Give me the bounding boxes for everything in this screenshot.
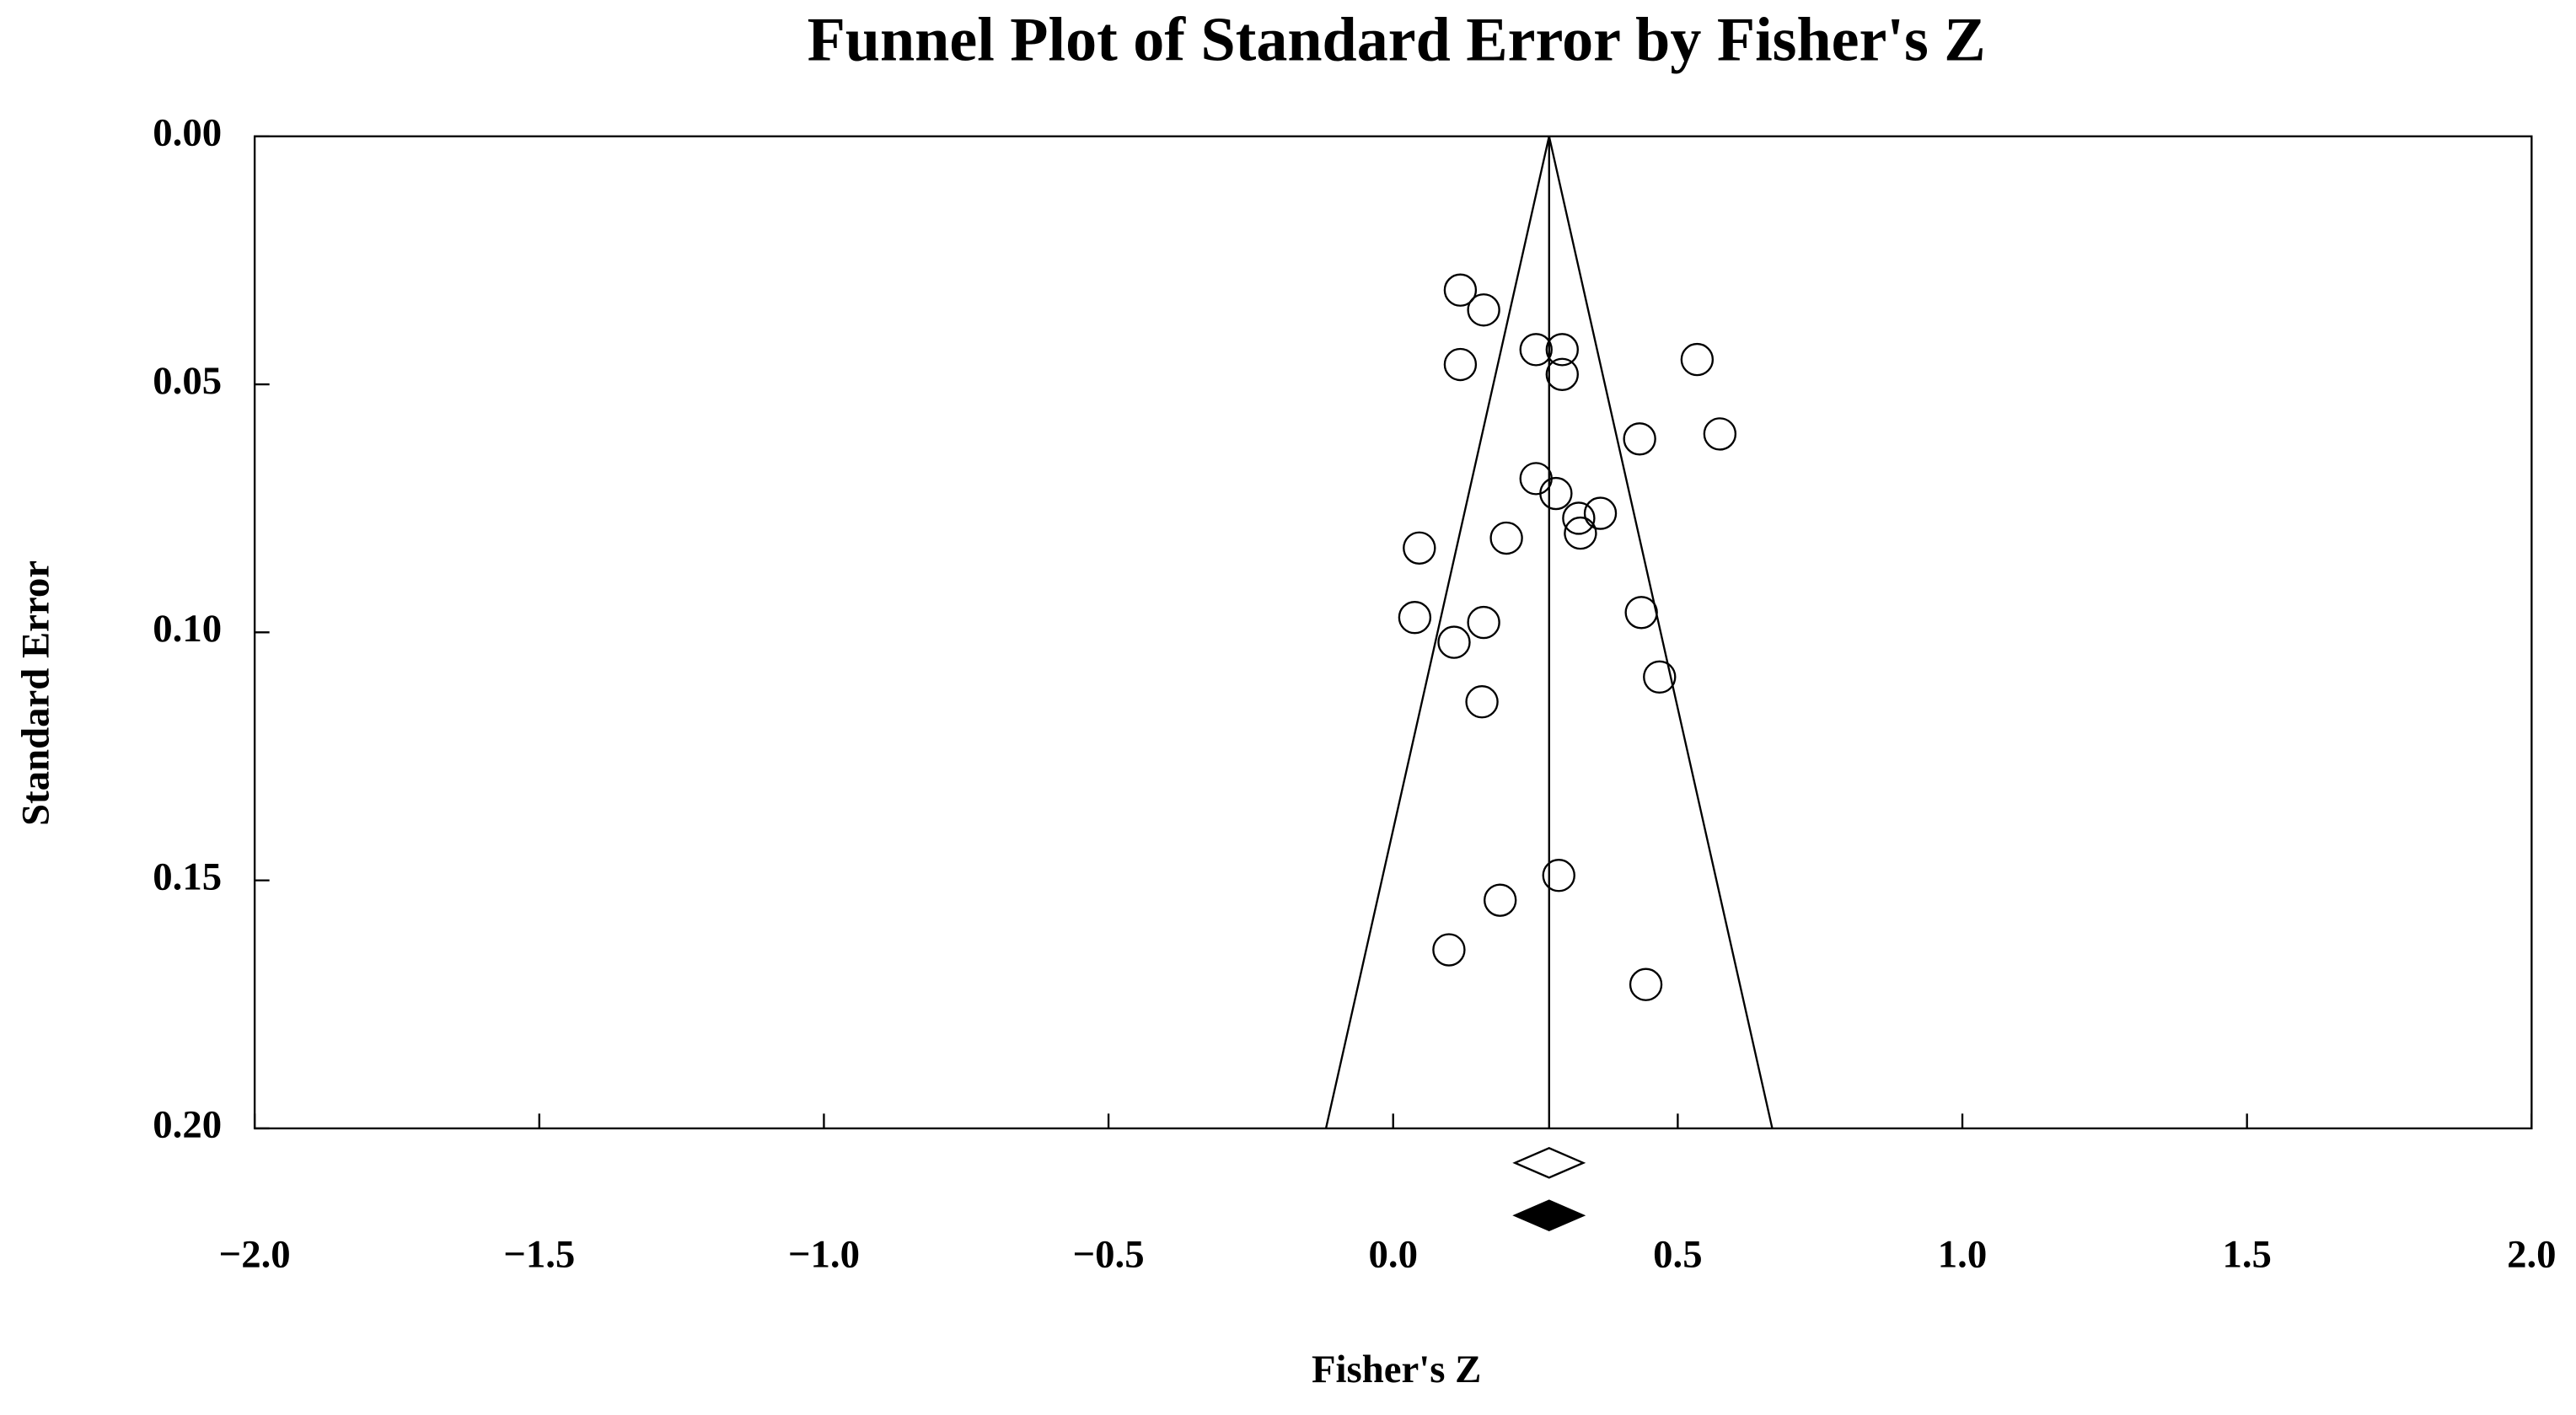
x-tick-label: 1.5 <box>2222 1233 2271 1277</box>
x-tick-label: −2.0 <box>219 1233 291 1277</box>
study-point <box>1583 496 1618 530</box>
study-point <box>1545 357 1579 391</box>
study-point <box>1519 462 1553 496</box>
x-axis-title: Fisher's Z <box>1312 1348 1481 1391</box>
study-point <box>1624 596 1658 630</box>
study-point <box>1443 273 1478 307</box>
x-tick-label: 0.0 <box>1368 1233 1417 1277</box>
study-point <box>1562 501 1596 535</box>
study-point <box>1643 660 1677 694</box>
study-point <box>1465 685 1499 719</box>
study-point <box>1623 422 1656 456</box>
summary-diamond <box>1512 1147 1586 1179</box>
study-point <box>1542 859 1575 892</box>
study-point <box>1443 347 1478 382</box>
x-tick-label: 2.0 <box>2507 1233 2556 1277</box>
study-point <box>1489 521 1523 555</box>
study-point <box>1629 967 1663 1001</box>
study-point <box>1680 342 1715 377</box>
y-tick-label: 0.05 <box>153 359 222 403</box>
y-axis-title: Standard Error <box>14 560 58 826</box>
y-tick-label: 0.15 <box>153 855 222 898</box>
x-tick-label: −1.5 <box>503 1233 575 1277</box>
y-tick-label: 0.10 <box>153 607 222 651</box>
study-point <box>1484 883 1517 917</box>
study-point <box>1703 417 1737 451</box>
study-point <box>1432 933 1466 967</box>
y-tick-label: 0.20 <box>153 1103 222 1147</box>
study-point <box>1437 625 1471 659</box>
x-tick-label: −0.5 <box>1073 1233 1145 1277</box>
x-tick-label: 0.5 <box>1653 1233 1702 1277</box>
study-point <box>1519 333 1553 367</box>
y-tick-label: 0.00 <box>153 110 222 154</box>
study-point <box>1564 516 1597 550</box>
chart-title: Funnel Plot of Standard Error by Fisher'… <box>808 6 1986 75</box>
study-point <box>1467 605 1500 640</box>
study-point <box>1545 333 1579 367</box>
summary-diamond <box>1512 1199 1586 1232</box>
study-point <box>1539 476 1573 511</box>
study-point <box>1403 531 1436 565</box>
plot-frame <box>253 135 2533 1130</box>
x-tick-label: 1.0 <box>1938 1233 1987 1277</box>
x-tick-label: −1.0 <box>788 1233 860 1277</box>
study-point <box>1467 293 1500 327</box>
study-point <box>1398 600 1432 635</box>
